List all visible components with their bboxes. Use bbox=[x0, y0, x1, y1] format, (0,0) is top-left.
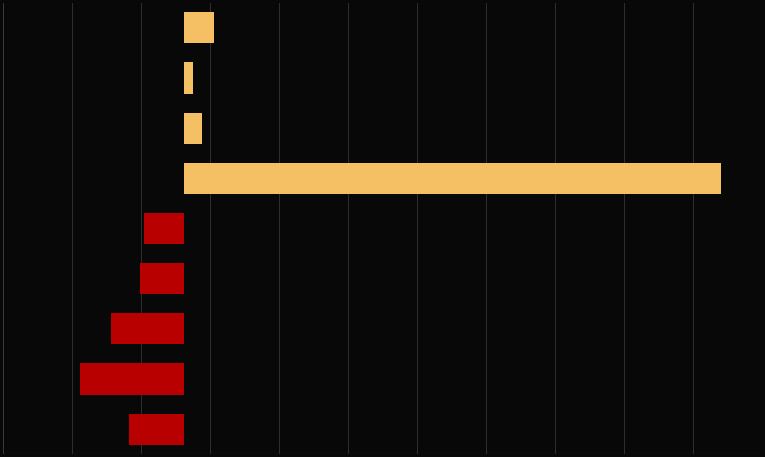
Bar bbox=[129, 414, 184, 445]
Bar bbox=[111, 313, 184, 345]
Bar bbox=[184, 12, 214, 43]
Bar bbox=[80, 363, 184, 394]
Bar bbox=[144, 213, 184, 244]
Bar bbox=[140, 263, 184, 294]
Bar bbox=[184, 63, 193, 94]
Bar bbox=[184, 163, 721, 194]
Bar bbox=[184, 112, 202, 144]
